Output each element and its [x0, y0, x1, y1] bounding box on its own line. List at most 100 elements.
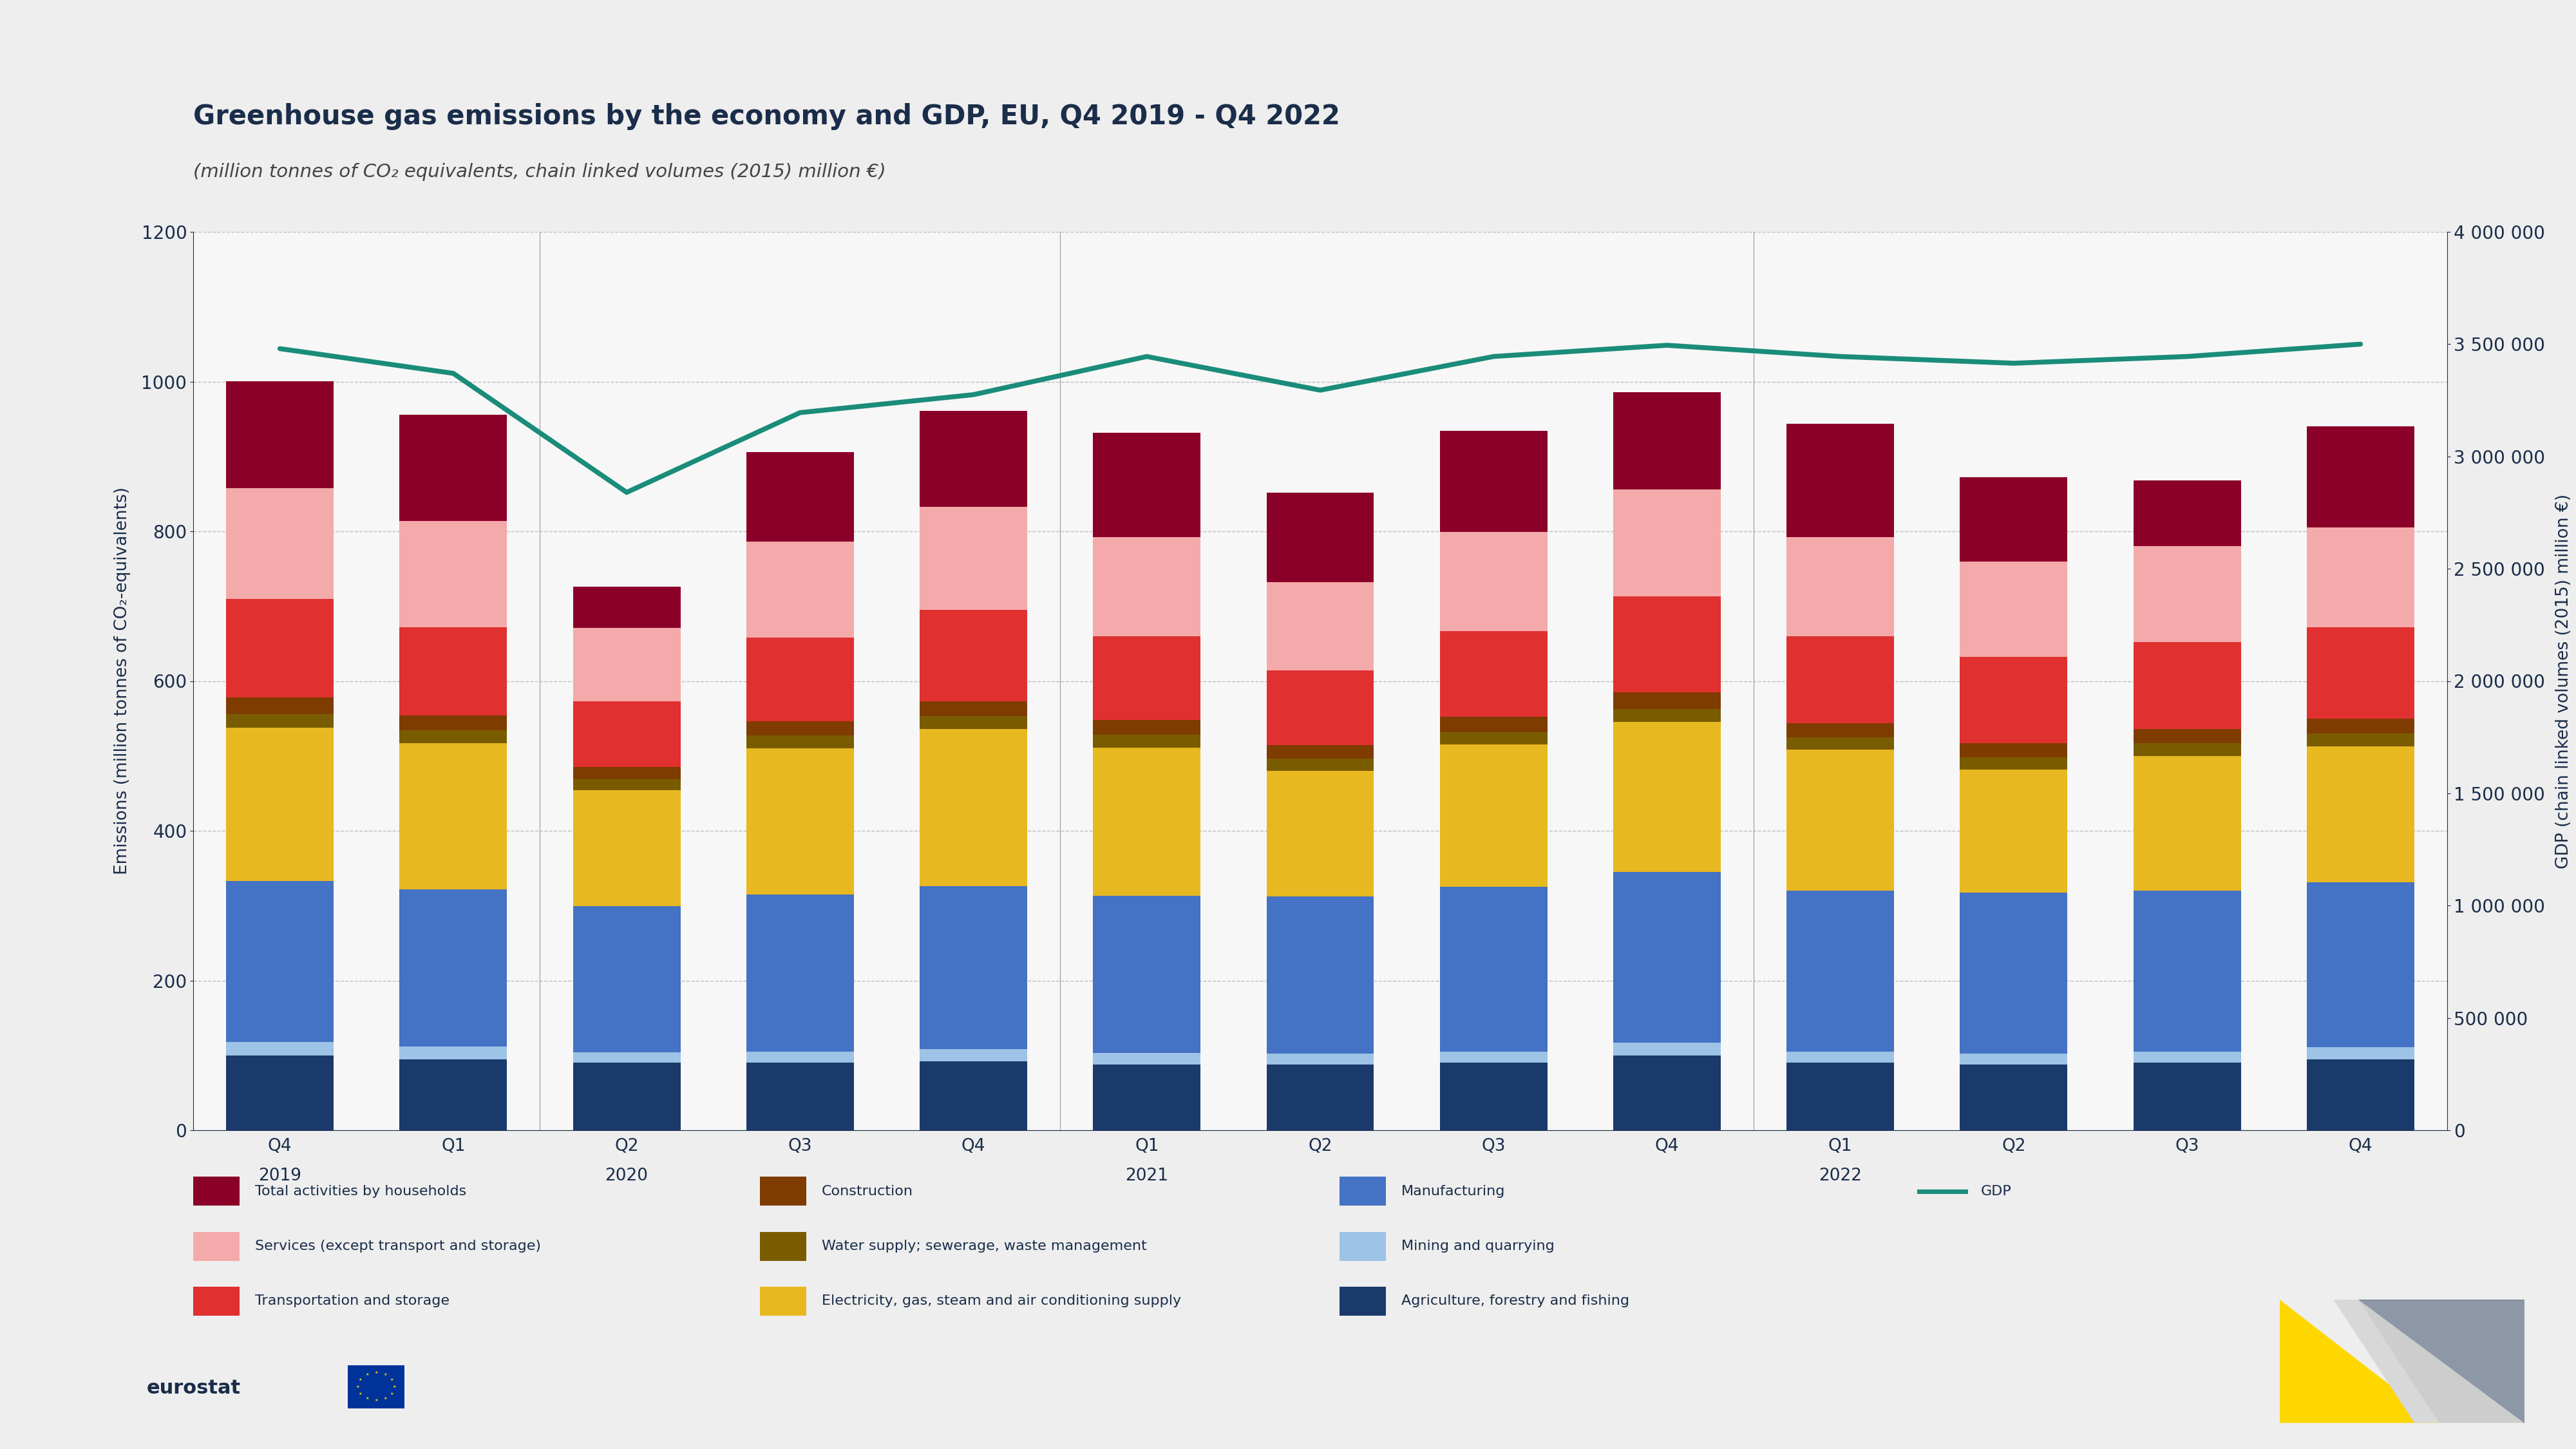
Text: ★: ★	[366, 1374, 368, 1377]
Text: ★: ★	[389, 1392, 394, 1395]
Polygon shape	[2334, 1300, 2439, 1423]
Bar	[1788, 1052, 1893, 1064]
Bar	[2133, 642, 2241, 729]
Bar	[227, 381, 335, 488]
Bar	[227, 697, 335, 714]
Bar	[747, 894, 853, 1052]
Bar	[572, 701, 680, 767]
Bar	[1788, 423, 1893, 538]
Text: eurostat: eurostat	[147, 1379, 242, 1397]
Bar	[399, 627, 507, 716]
Bar	[1092, 538, 1200, 636]
Y-axis label: GDP (chain linked volumes (2015) million €): GDP (chain linked volumes (2015) million…	[2555, 494, 2573, 868]
Bar	[1092, 735, 1200, 748]
Bar	[1267, 582, 1373, 671]
Bar	[1788, 1064, 1893, 1130]
Bar	[1613, 1043, 1721, 1055]
Bar	[1440, 430, 1548, 532]
Bar	[2306, 733, 2414, 746]
Bar	[920, 1049, 1028, 1061]
Bar	[399, 520, 507, 627]
Text: ★: ★	[358, 1392, 363, 1395]
Bar	[1440, 630, 1548, 717]
Bar	[1788, 738, 1893, 751]
Bar	[1960, 656, 2069, 743]
Bar	[747, 452, 853, 542]
Text: Construction: Construction	[822, 1185, 912, 1197]
Bar	[1440, 532, 1548, 630]
Bar	[227, 881, 335, 1042]
Text: 2021: 2021	[1126, 1168, 1170, 1184]
Bar	[1788, 723, 1893, 738]
Text: Agriculture, forestry and fishing: Agriculture, forestry and fishing	[1401, 1295, 1631, 1307]
Bar	[1960, 893, 2069, 1053]
Text: Mining and quarrying: Mining and quarrying	[1401, 1240, 1553, 1252]
Bar	[1267, 771, 1373, 897]
Bar	[2306, 882, 2414, 1048]
Bar	[1092, 720, 1200, 735]
Bar	[1613, 722, 1721, 872]
Bar	[1440, 717, 1548, 732]
Bar	[572, 1064, 680, 1130]
Bar	[399, 414, 507, 520]
Text: Total activities by households: Total activities by households	[255, 1185, 466, 1197]
Bar	[399, 890, 507, 1046]
Text: ★: ★	[384, 1374, 386, 1377]
Bar	[227, 727, 335, 881]
Bar	[747, 1052, 853, 1064]
Bar	[1613, 597, 1721, 693]
Bar	[1092, 1053, 1200, 1065]
Bar	[920, 716, 1028, 729]
Bar	[2306, 746, 2414, 882]
Text: Transportation and storage: Transportation and storage	[255, 1295, 451, 1307]
Bar	[920, 1061, 1028, 1130]
Bar	[747, 722, 853, 736]
Bar	[1788, 636, 1893, 723]
Bar	[2306, 719, 2414, 733]
Text: Greenhouse gas emissions by the economy and GDP, EU, Q4 2019 - Q4 2022: Greenhouse gas emissions by the economy …	[193, 103, 1340, 130]
Bar	[920, 729, 1028, 887]
Bar	[747, 638, 853, 722]
Text: ★: ★	[366, 1397, 368, 1400]
Bar	[1613, 393, 1721, 490]
Bar	[1960, 743, 2069, 758]
Bar	[1960, 1053, 2069, 1065]
Bar	[1960, 561, 2069, 656]
Bar	[572, 790, 680, 907]
Bar	[1613, 1055, 1721, 1130]
Bar	[2306, 426, 2414, 527]
Bar	[2306, 1059, 2414, 1130]
Text: (million tonnes of CO₂ equivalents, chain linked volumes (2015) million €): (million tonnes of CO₂ equivalents, chai…	[193, 164, 886, 181]
Bar	[1092, 895, 1200, 1053]
Bar	[572, 587, 680, 627]
Bar	[2133, 1064, 2241, 1130]
Text: Manufacturing: Manufacturing	[1401, 1185, 1504, 1197]
Bar	[2133, 729, 2241, 743]
Bar	[1613, 693, 1721, 709]
Bar	[1267, 759, 1373, 771]
Bar	[920, 887, 1028, 1049]
Bar	[1440, 1064, 1548, 1130]
Text: ★: ★	[392, 1385, 397, 1388]
Bar	[1267, 745, 1373, 759]
Bar	[1788, 891, 1893, 1052]
Bar	[1960, 769, 2069, 893]
Bar	[2133, 546, 2241, 642]
Bar	[1092, 1065, 1200, 1130]
Bar	[227, 714, 335, 727]
Bar	[399, 1046, 507, 1059]
Bar	[572, 627, 680, 701]
Bar	[2133, 891, 2241, 1052]
Bar	[920, 610, 1028, 701]
Bar	[227, 1055, 335, 1130]
Bar	[1960, 477, 2069, 561]
Polygon shape	[2357, 1300, 2524, 1423]
Bar	[1613, 490, 1721, 597]
Bar	[1788, 538, 1893, 636]
Bar	[2306, 627, 2414, 719]
Bar	[227, 1042, 335, 1055]
Bar	[747, 1064, 853, 1130]
Text: ★: ★	[374, 1371, 379, 1375]
Text: GDP: GDP	[1981, 1185, 2012, 1197]
Bar	[1092, 432, 1200, 538]
